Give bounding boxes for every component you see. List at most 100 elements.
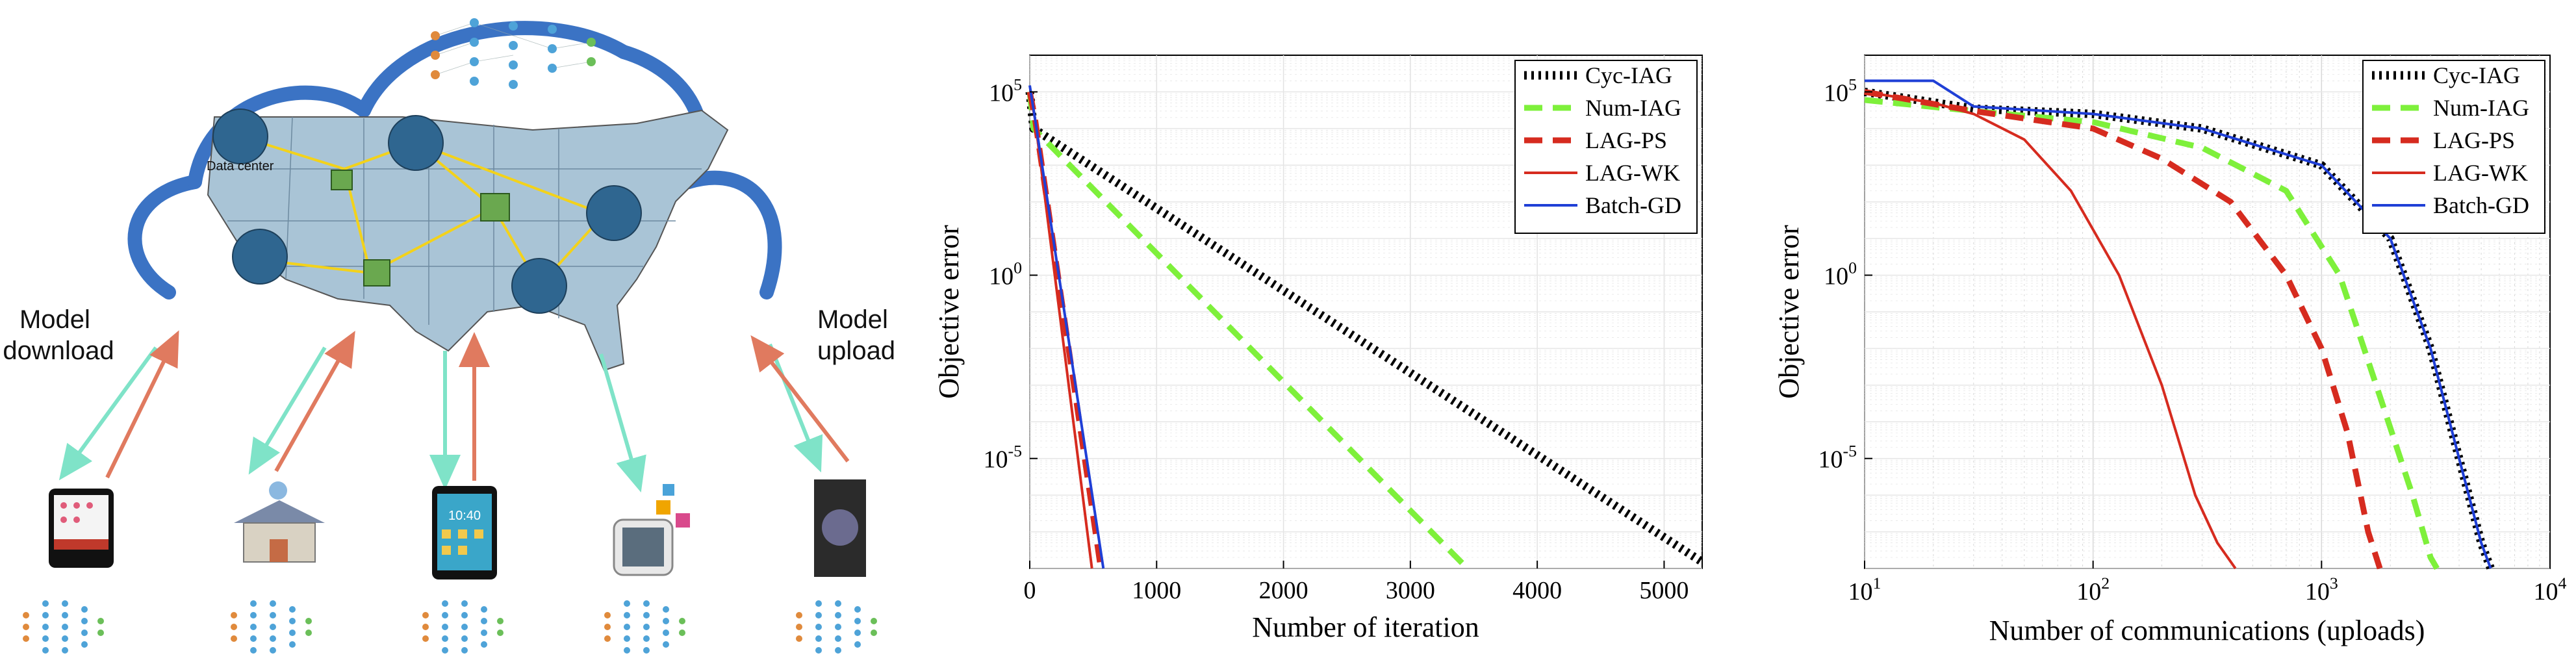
neuron-node <box>481 618 487 624</box>
legend-label-lag-wk: LAG-WK <box>1585 160 1680 186</box>
neuron-node <box>835 624 841 630</box>
neuron-node <box>643 612 650 618</box>
device-neural-networks <box>23 600 877 654</box>
tablet-icon <box>49 489 114 568</box>
neuron-node <box>270 647 276 654</box>
upload-arrow <box>750 335 850 463</box>
x-tick-label: 4000 <box>1512 577 1562 604</box>
neuron-node <box>23 624 29 630</box>
x-axis-label: Number of iteration <box>1252 611 1479 643</box>
model-upload-caption: Model upload <box>817 305 895 365</box>
neuron-node <box>62 647 68 654</box>
neuron-node <box>815 647 822 654</box>
neuron-node <box>23 635 29 642</box>
neuron-node <box>270 624 276 630</box>
neuron-node <box>461 647 468 654</box>
neuron-node <box>796 635 802 642</box>
y-axis-label: Objective error <box>1773 225 1805 399</box>
series-line-num-iag <box>1864 97 2440 570</box>
neuron-node <box>663 606 669 613</box>
neural-network-icon <box>431 18 596 89</box>
series-line-lag-ps <box>1864 88 2383 570</box>
neuron-node <box>289 606 296 613</box>
neuron-node <box>42 600 49 607</box>
legend: Cyc-IAG Num-IAG LAG-PS LAG-WK Batch-GD <box>2362 60 2545 234</box>
neuron-node <box>679 618 685 624</box>
neuron-node <box>62 635 68 642</box>
neural-network-icon <box>23 600 104 654</box>
y-tick-label: 105 <box>1824 75 1857 107</box>
neuron-node <box>604 624 611 630</box>
neuron-node <box>305 630 312 636</box>
hub-icon <box>388 115 444 171</box>
legend-label-cyc-iag: Cyc-IAG <box>2433 62 2520 88</box>
neuron-node <box>42 647 49 654</box>
neuron-node <box>854 630 861 636</box>
neuron-node <box>422 624 429 630</box>
neuron-node <box>289 618 296 624</box>
neuron-node <box>97 630 104 636</box>
neuron-node <box>97 618 104 624</box>
neuron-node <box>442 600 448 607</box>
neuron-node <box>62 612 68 618</box>
neuron-node <box>624 600 630 607</box>
neuron-node <box>305 618 312 624</box>
neuron-node <box>815 600 822 607</box>
x-tick-label: 101 <box>1848 574 1881 605</box>
download-arrow <box>599 353 646 493</box>
x-tick-label: 1000 <box>1132 577 1181 604</box>
smartphone-icon: 10:40 <box>432 486 497 579</box>
neuron-node <box>42 612 49 618</box>
y-tick-label: 105 <box>989 75 1022 107</box>
neuron-node <box>23 612 29 618</box>
neuron-node <box>270 612 276 618</box>
axes: 0 1000 2000 3000 4000 5000 105 100 10-5 <box>983 75 1689 604</box>
axes: 101 102 103 104 105 100 10-5 <box>1818 75 2566 605</box>
neuron-node <box>796 624 802 630</box>
neuron-node <box>835 612 841 618</box>
neuron-node <box>81 641 88 648</box>
x-axis-label: Number of communications (uploads) <box>1989 615 2425 646</box>
neuron-node <box>835 600 841 607</box>
x-tick-label: 5000 <box>1639 577 1689 604</box>
neuron-node <box>663 641 669 648</box>
neuron-node <box>643 624 650 630</box>
neuron-node <box>442 647 448 654</box>
series-lines <box>1025 85 1705 571</box>
neuron-node <box>481 630 487 636</box>
neuron-node <box>289 630 296 636</box>
neuron-node <box>624 624 630 630</box>
neuron-node <box>835 635 841 642</box>
y-tick-label: 10-5 <box>983 442 1022 474</box>
legend-label-num-iag: Num-IAG <box>2433 95 2529 121</box>
us-map-icon: Data center <box>207 108 729 372</box>
neuron-node <box>81 618 88 624</box>
y-tick-label: 100 <box>1824 258 1857 290</box>
y-tick-label: 100 <box>989 258 1022 290</box>
smartwatch-icon <box>613 484 690 576</box>
neuron-node <box>663 630 669 636</box>
chart-iterations: 0 1000 2000 3000 4000 5000 105 100 10-5 Number o… <box>933 55 1705 643</box>
upload-arrow <box>105 330 179 479</box>
neural-network-icon <box>796 600 877 654</box>
legend-label-lag-ps: LAG-PS <box>1585 127 1667 153</box>
neural-network-icon <box>422 600 504 654</box>
neuron-node <box>643 635 650 642</box>
neuron-node <box>624 647 630 654</box>
series-line-lag-wk <box>1864 90 2237 570</box>
photo-device-icon <box>814 479 866 577</box>
x-tick-label: 102 <box>2076 574 2110 605</box>
download-arrow <box>248 346 327 475</box>
legend: Cyc-IAG Num-IAG LAG-PS LAG-WK Batch-GD <box>1514 60 1698 234</box>
hub-icon <box>232 229 288 285</box>
neuron-node <box>422 612 429 618</box>
neuron-node <box>250 612 257 618</box>
neuron-node <box>270 635 276 642</box>
neuron-node <box>442 624 448 630</box>
y-tick-label: 10-5 <box>1818 442 1857 474</box>
legend-label-lag-wk: LAG-WK <box>2433 160 2528 186</box>
neuron-node <box>250 624 257 630</box>
hub-icon <box>511 258 567 314</box>
legend-label-batch-gd: Batch-GD <box>2433 192 2529 218</box>
